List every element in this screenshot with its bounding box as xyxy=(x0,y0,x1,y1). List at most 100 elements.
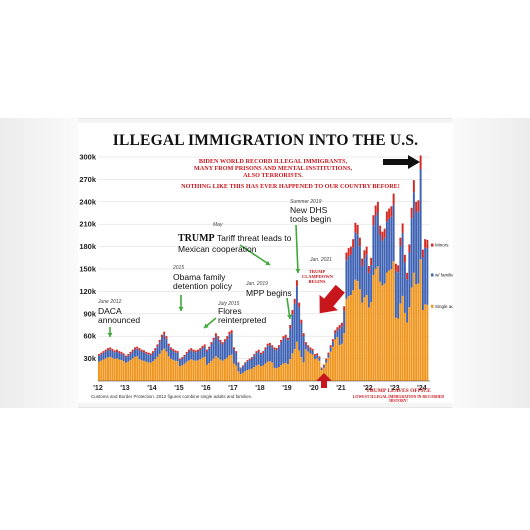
bar-segment-minors xyxy=(138,348,141,351)
bar-segment-minors xyxy=(262,351,265,353)
bar-segment-single-adults xyxy=(226,357,229,381)
bar-segment-single-adults xyxy=(219,359,222,381)
annotation-dhs-date: Summer 2019 xyxy=(290,199,322,205)
bar-segment-w-families xyxy=(127,355,130,362)
bar-segment-w-families xyxy=(365,254,368,295)
bar-segment-minors xyxy=(277,345,280,348)
bar-segment-single-adults xyxy=(340,343,343,381)
bar-segment-single-adults xyxy=(361,302,364,381)
bar-segment-minors xyxy=(151,351,154,353)
bar-segment-minors xyxy=(181,357,184,359)
bar-segment-minors xyxy=(381,231,384,241)
bar-segment-minors xyxy=(372,215,375,226)
bar-segment-minors xyxy=(174,350,177,353)
bar-segment-w-families xyxy=(309,349,312,354)
bar-segment-minors xyxy=(331,339,334,342)
bar-segment-minors xyxy=(385,211,388,222)
bar-segment-minors xyxy=(172,348,175,351)
bar-segment-w-families xyxy=(401,232,404,296)
bar-segment-minors xyxy=(284,334,287,338)
bar-segment-single-adults xyxy=(394,317,397,381)
bar-segment-single-adults xyxy=(295,341,298,381)
bar-segment-minors xyxy=(307,345,310,348)
bar-segment-single-adults xyxy=(113,358,116,381)
bar-segment-w-families xyxy=(163,334,166,349)
bar-segment-minors xyxy=(424,239,427,248)
bar-segment-w-families xyxy=(205,351,208,365)
bar-segment-single-adults xyxy=(131,358,134,381)
bar-segment-single-adults xyxy=(149,362,152,381)
bar-segment-single-adults xyxy=(390,269,393,381)
x-tick-label: '13 xyxy=(120,385,130,392)
red-arrow-leaves-office xyxy=(316,373,332,388)
bar-segment-single-adults xyxy=(300,357,303,381)
bar-segment-single-adults xyxy=(140,360,143,381)
bar-segment-minors xyxy=(266,343,269,346)
bar-segment-minors xyxy=(426,239,429,249)
bar-segment-minors xyxy=(241,365,244,367)
bar-segment-single-adults xyxy=(379,281,382,381)
bar-segment-minors xyxy=(228,331,231,335)
bar-segment-single-adults xyxy=(271,362,274,381)
bar-segment-minors xyxy=(183,354,186,357)
bar-segment-single-adults xyxy=(275,368,278,381)
bar-segment-w-families xyxy=(343,310,346,334)
bar-segment-w-families xyxy=(388,218,391,271)
bar-segment-w-families xyxy=(421,257,424,311)
bar-segment-single-adults xyxy=(399,303,402,381)
bar-segment-single-adults xyxy=(376,266,379,381)
bar-segment-single-adults xyxy=(169,358,172,381)
bar-segment-w-families xyxy=(336,330,339,337)
bar-segment-minors xyxy=(304,342,307,345)
bar-segment-w-families xyxy=(160,337,163,351)
bar-segment-w-families xyxy=(275,350,278,369)
bar-segment-w-families xyxy=(214,336,217,357)
bar-segment-single-adults xyxy=(331,346,334,381)
bar-segment-w-families xyxy=(169,349,172,359)
bar-segment-minors xyxy=(163,331,166,335)
bar-segment-single-adults xyxy=(426,304,429,381)
bar-segment-minors xyxy=(104,349,107,352)
bar-segment-single-adults xyxy=(388,270,391,381)
bar-segment-single-adults xyxy=(172,359,175,381)
bar-segment-minors xyxy=(295,280,298,287)
bar-segment-single-adults xyxy=(122,361,125,381)
x-tick-label: '17 xyxy=(228,385,238,392)
bar-segment-single-adults xyxy=(408,307,411,381)
bar-segment-single-adults xyxy=(185,361,188,381)
bar-segment-w-families xyxy=(237,363,240,372)
bar-segment-minors xyxy=(417,200,420,212)
bar-segment-w-families xyxy=(322,365,325,368)
bar-segment-single-adults xyxy=(158,353,161,381)
bar-segment-w-families xyxy=(302,336,305,363)
bar-segment-w-families xyxy=(293,303,296,349)
bar-segment-minors xyxy=(120,351,123,354)
bar-segment-single-adults xyxy=(138,359,141,381)
bar-segment-minors xyxy=(291,310,294,315)
bar-segment-minors xyxy=(365,246,368,255)
bar-segment-single-adults xyxy=(246,370,249,381)
bar-segment-minors xyxy=(397,265,400,273)
bar-segment-minors xyxy=(415,201,418,213)
banner-fold-left xyxy=(0,118,78,408)
arrow-tariff-shaft xyxy=(239,244,271,266)
bar-segment-w-families xyxy=(156,346,159,357)
bar-segment-single-adults xyxy=(214,356,217,381)
bar-segment-minors xyxy=(100,352,103,355)
bar-segment-minors xyxy=(318,356,321,358)
footnote: Customs and Border Protection. 2012 figu… xyxy=(91,394,253,399)
bar-segment-w-families xyxy=(307,347,310,352)
bar-segment-minors xyxy=(273,347,276,350)
bar-segment-minors xyxy=(406,272,409,280)
bar-segment-single-adults xyxy=(142,360,145,381)
bar-segment-minors xyxy=(237,362,240,364)
bar-segment-w-families xyxy=(338,328,341,346)
bar-segment-single-adults xyxy=(181,365,184,381)
bar-segment-minors xyxy=(271,345,274,348)
bar-segment-single-adults xyxy=(345,298,348,381)
annotation-mpp-date: Jan. 2019 xyxy=(246,281,268,287)
bar-segment-minors xyxy=(187,349,190,352)
bar-segment-single-adults xyxy=(424,304,427,381)
bar-segment-minors xyxy=(286,337,289,341)
chart-svg: 30k 60k 90k 120k 150k 180k 210k 240k 270k 300k '12… xyxy=(79,153,453,393)
